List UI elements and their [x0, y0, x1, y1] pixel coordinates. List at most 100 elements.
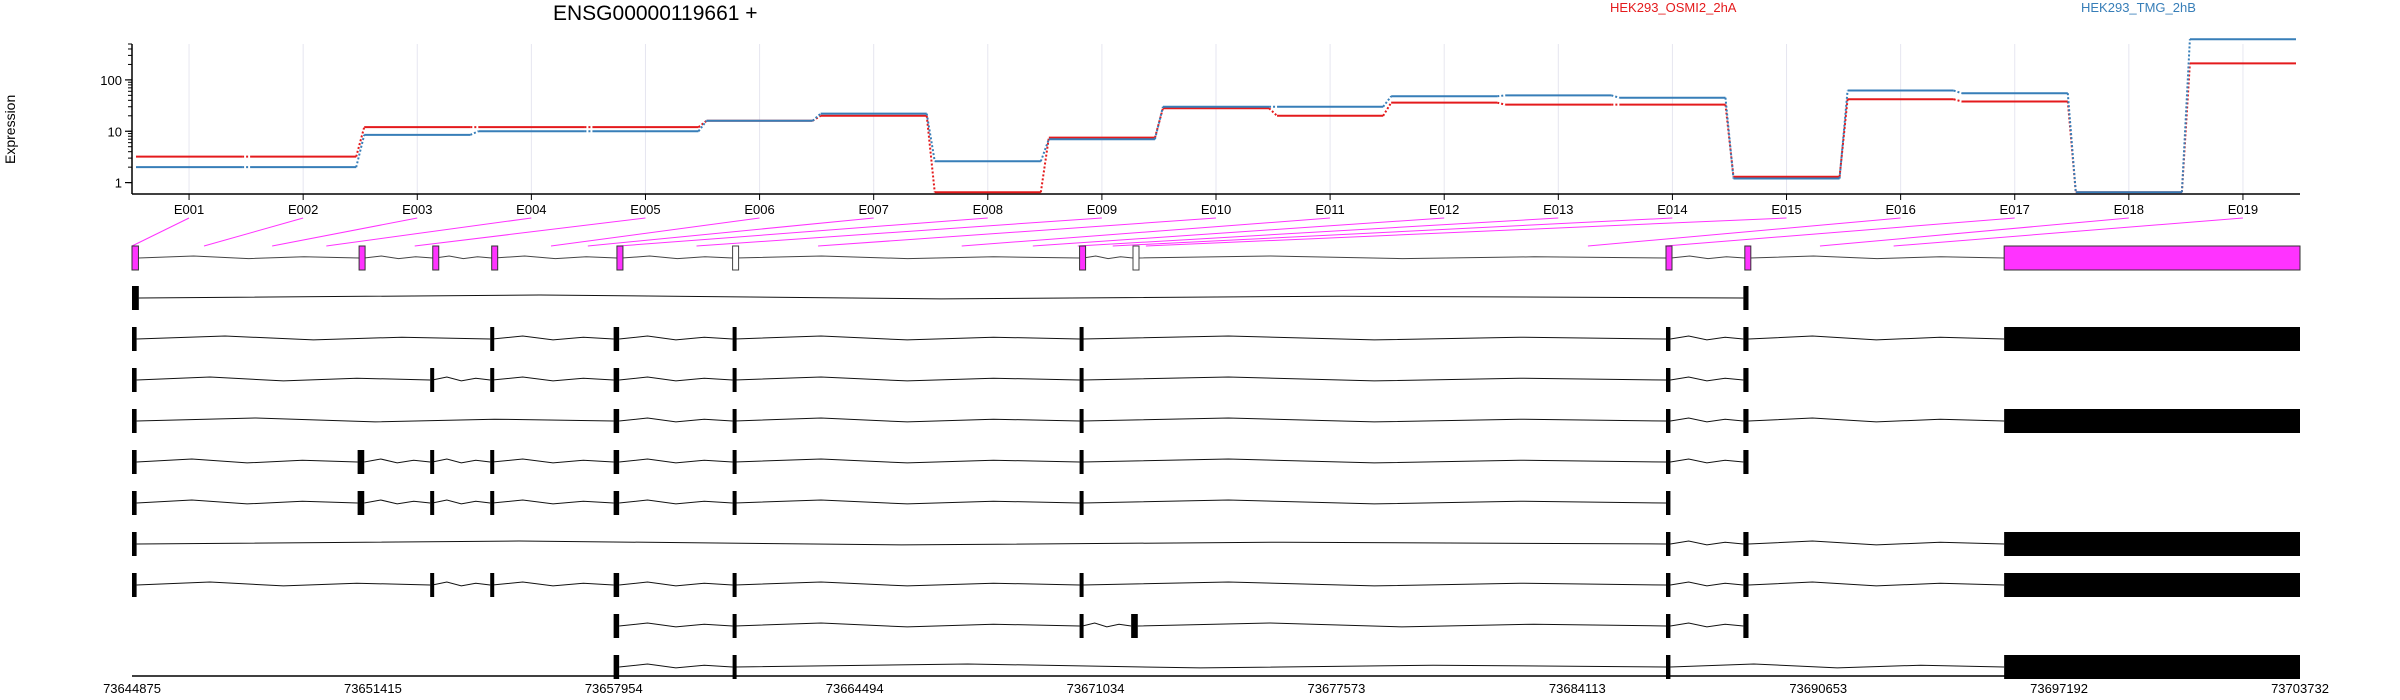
transcript-intron [1082, 458, 1667, 464]
gene-model-intron [735, 255, 1080, 260]
transcript-row-3 [132, 409, 2300, 433]
transcript-intron [619, 458, 733, 464]
transcript-intron [1670, 540, 1744, 546]
legend-entry-tmg: HEK293_TMG_2hB [2081, 0, 2196, 15]
y-tick-label: 100 [100, 73, 122, 88]
series-connector [355, 126, 366, 157]
transcript-exon [1743, 286, 1749, 310]
genomic-tick-label: 73690653 [1789, 681, 1847, 696]
series-connector [811, 112, 822, 122]
transcript-exon [2004, 655, 2300, 679]
transcript-row-2 [132, 368, 1749, 392]
transcript-intron [136, 458, 358, 464]
transcript-exon [430, 573, 435, 597]
transcript-intron [136, 499, 358, 505]
transcript-intron [619, 417, 733, 423]
transcript-exon [613, 491, 620, 515]
gene-model-exon [1665, 245, 1673, 271]
transcript-intron [1748, 540, 2005, 546]
exon-connector [818, 217, 1217, 247]
transcript-intron [1082, 417, 1667, 423]
x-tick-label: E008 [973, 202, 1003, 217]
gene-model-exon [2003, 245, 2301, 271]
transcript-exon [1665, 368, 1671, 392]
transcript-exon [1743, 327, 1749, 351]
transcript-intron [1082, 581, 1667, 587]
gene-model-exon [491, 245, 499, 271]
transcript-exon [132, 286, 139, 310]
genomic-tick-label: 73671034 [1067, 681, 1125, 696]
exon-connector [1032, 217, 1445, 247]
transcript-intron [619, 376, 733, 382]
series-connector [1497, 94, 1506, 98]
transcript-intron [1082, 499, 1667, 505]
transcript-intron [492, 376, 614, 382]
transcript-exon [490, 368, 495, 392]
transcript-intron [136, 581, 431, 587]
transcript-exon [1131, 614, 1138, 638]
transcript-intron [619, 335, 733, 341]
exon-connector [1893, 217, 2243, 247]
transcript-exon [1665, 573, 1671, 597]
series-1 [136, 38, 2296, 194]
exon-connector [1587, 217, 1901, 247]
transcript-exon [2004, 532, 2300, 556]
exon-connector [696, 217, 1102, 247]
transcript-intron [734, 417, 1080, 423]
transcript-exon [732, 614, 737, 638]
x-tick-label: E012 [1429, 202, 1459, 217]
gene-model-intron [1083, 255, 1134, 260]
x-tick-label: E010 [1201, 202, 1231, 217]
x-tick-label: E018 [2114, 202, 2144, 217]
transcript-intron [136, 335, 491, 341]
exon-connector [1112, 217, 1673, 247]
transcript-row-0 [132, 286, 1749, 310]
genomic-tick-label: 73664494 [826, 681, 884, 696]
transcript-exon [132, 491, 137, 515]
exon-connector [550, 217, 760, 247]
transcript-exon [1079, 368, 1084, 392]
transcript-row-1 [132, 327, 2300, 351]
transcript-row-9 [613, 655, 2300, 679]
series-connector [925, 115, 936, 193]
series-connector [1268, 107, 1278, 117]
x-tick-label: E015 [1771, 202, 1801, 217]
transcript-exon [132, 532, 137, 556]
transcript-intron [432, 376, 491, 382]
transcript-exon [357, 491, 365, 515]
x-tick-label: E014 [1657, 202, 1687, 217]
transcript-intron [136, 417, 614, 423]
gene-model-intron [434, 255, 492, 260]
exon-connector [1077, 217, 1559, 247]
transcript-exon [613, 655, 620, 679]
transcript-intron [432, 581, 491, 587]
transcript-intron [1082, 376, 1667, 382]
gene-model-intron [493, 255, 617, 260]
transcript-exon [1079, 491, 1084, 515]
transcript-exon [613, 327, 620, 351]
exon-connector [131, 217, 190, 247]
legend-entry-osmi2: HEK293_OSMI2_2hA [1610, 0, 1737, 15]
gene-model-intron [1138, 255, 1667, 260]
transcript-intron [734, 663, 1667, 669]
genomic-tick-label: 73684113 [1549, 681, 1606, 696]
transcript-intron [492, 499, 614, 505]
genomic-tick-label: 73697192 [2030, 681, 2088, 696]
transcript-intron [1670, 622, 1744, 628]
transcript-exon [490, 573, 495, 597]
transcript-intron [1748, 335, 2005, 341]
transcript-intron [734, 499, 1080, 505]
transcript-exon [732, 491, 737, 515]
gene-model-intron [1749, 255, 2005, 260]
transcript-intron [1670, 581, 1744, 587]
series-connector [1039, 138, 1050, 162]
transcript-intron [1670, 335, 1744, 341]
transcript-exon [490, 491, 495, 515]
transcript-exon [732, 450, 737, 474]
genomic-tick-label: 73703732 [2271, 681, 2329, 696]
transcript-exon [357, 450, 365, 474]
x-tick-label: E011 [1315, 202, 1344, 217]
exon-connector [1819, 217, 2129, 247]
gene-model-exon [1744, 245, 1752, 271]
gene-model-exon [358, 245, 366, 271]
